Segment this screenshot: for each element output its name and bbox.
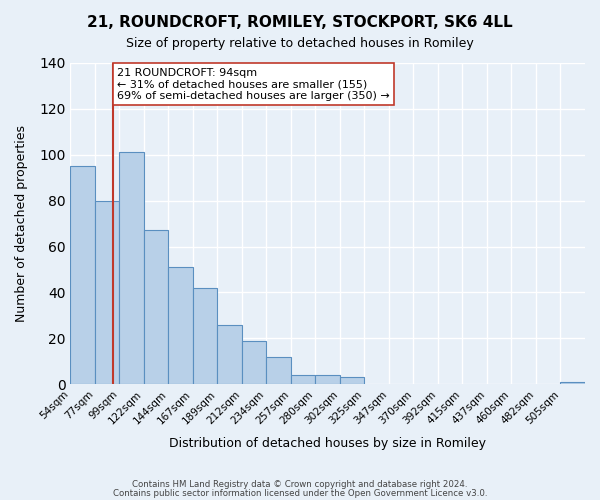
- Bar: [144, 230, 169, 384]
- Text: Size of property relative to detached houses in Romiley: Size of property relative to detached ho…: [126, 38, 474, 51]
- Bar: [217, 324, 242, 384]
- Text: 21 ROUNDCROFT: 94sqm
← 31% of detached houses are smaller (155)
69% of semi-deta: 21 ROUNDCROFT: 94sqm ← 31% of detached h…: [117, 68, 390, 101]
- Bar: [266, 356, 291, 384]
- Bar: [95, 200, 119, 384]
- Bar: [291, 375, 316, 384]
- Bar: [70, 166, 95, 384]
- Bar: [560, 382, 585, 384]
- X-axis label: Distribution of detached houses by size in Romiley: Distribution of detached houses by size …: [169, 437, 486, 450]
- Bar: [169, 267, 193, 384]
- Bar: [316, 375, 340, 384]
- Bar: [119, 152, 144, 384]
- Bar: [242, 340, 266, 384]
- Bar: [193, 288, 217, 384]
- Y-axis label: Number of detached properties: Number of detached properties: [15, 125, 28, 322]
- Bar: [340, 378, 364, 384]
- Text: Contains public sector information licensed under the Open Government Licence v3: Contains public sector information licen…: [113, 489, 487, 498]
- Text: 21, ROUNDCROFT, ROMILEY, STOCKPORT, SK6 4LL: 21, ROUNDCROFT, ROMILEY, STOCKPORT, SK6 …: [87, 15, 513, 30]
- Text: Contains HM Land Registry data © Crown copyright and database right 2024.: Contains HM Land Registry data © Crown c…: [132, 480, 468, 489]
